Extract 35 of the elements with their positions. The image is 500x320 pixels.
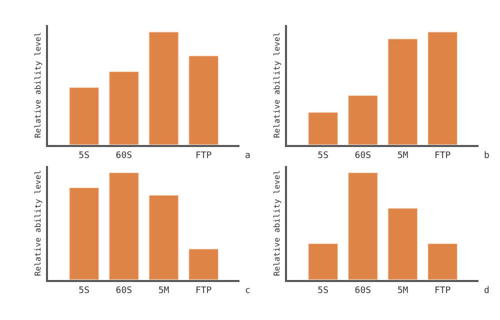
x-axis-title: b (484, 151, 490, 161)
bar (108, 70, 140, 145)
x-tick-label: 60S (354, 286, 372, 296)
y-axis-title: Relative ability level (33, 32, 42, 138)
x-axis-title: d (484, 286, 490, 296)
y-axis-title: Relative ability level (272, 32, 282, 138)
x-tick-label: 60S (354, 150, 372, 161)
x-tick-label: 5M (397, 150, 409, 161)
bar (148, 194, 180, 280)
x-axis-title: a (245, 151, 250, 161)
bar (68, 187, 100, 280)
x-tick-label: 60S (116, 286, 132, 296)
x-tick-label: FTP (434, 150, 452, 161)
bar (188, 55, 220, 145)
x-tick-label: 5S (318, 150, 329, 161)
x-tick-label: 60S (116, 150, 132, 161)
x-tick-label: FTP (195, 150, 212, 161)
y-axis-title: Relative ability level (272, 170, 282, 276)
x-tick-label: 5M (397, 286, 409, 296)
y-axis-title: Relative ability level (33, 170, 42, 276)
x-tick-label: 5S (78, 286, 90, 296)
bar (427, 31, 458, 145)
bar (68, 86, 100, 145)
bar (108, 172, 140, 280)
x-tick-label: 5S (318, 286, 329, 296)
bar (148, 31, 180, 145)
bar (308, 112, 339, 145)
x-axis-title: c (245, 286, 250, 296)
x-tick-label: FTP (195, 286, 212, 296)
bar (188, 248, 220, 280)
bar (387, 38, 418, 145)
x-tick-label: 5S (78, 150, 90, 161)
bar (347, 94, 378, 145)
x-tick-label: FTP (434, 286, 452, 296)
x-tick-label: 5M (158, 286, 170, 296)
